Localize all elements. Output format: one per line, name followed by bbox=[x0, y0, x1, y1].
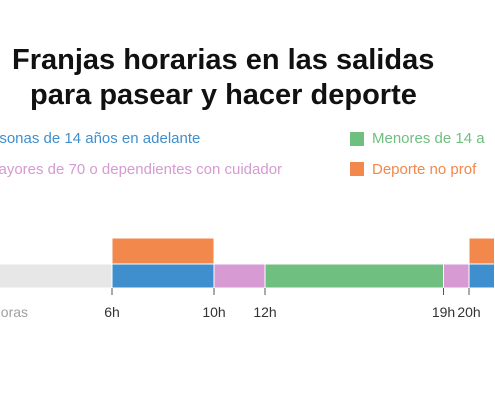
timeline-segment-main-4 bbox=[443, 263, 470, 289]
axis-tick-label-0: horas bbox=[0, 304, 28, 320]
chart-title-line-2: para pasear y hacer deporte bbox=[30, 79, 417, 111]
timeline-segment-main-0 bbox=[0, 263, 113, 289]
timeline-segment-main-2 bbox=[213, 263, 266, 289]
timeline-segments bbox=[0, 237, 495, 289]
legend-label-elderly: Mayores de 70 o dependientes con cuidado… bbox=[0, 161, 282, 178]
axis-tick-label-4: 19h bbox=[432, 304, 455, 320]
timeline-segment-main-5 bbox=[468, 263, 495, 289]
legend-swatch-sport bbox=[350, 162, 364, 176]
axis-tick-label-1: 6h bbox=[104, 304, 120, 320]
timeline-segment-sport-7 bbox=[468, 237, 495, 265]
axis-tick-label-3: 12h bbox=[253, 304, 276, 320]
timeline-segment-main-3 bbox=[264, 263, 444, 289]
timeline-segment-sport-6 bbox=[111, 237, 215, 265]
chart-title-line-1: Franjas horarias en las salidas bbox=[12, 44, 434, 76]
timeline-segment-main-1 bbox=[111, 263, 215, 289]
legend-swatch-minors bbox=[350, 132, 364, 146]
legend-label-sport: Deporte no prof bbox=[372, 161, 477, 178]
legend: Personas de 14 años en adelante Menores … bbox=[0, 130, 485, 178]
legend-label-adults: Personas de 14 años en adelante bbox=[0, 130, 200, 147]
axis-tick-label-2: 10h bbox=[202, 304, 225, 320]
axis-tick-label-5: 20h bbox=[457, 304, 480, 320]
legend-label-minors: Menores de 14 a bbox=[372, 130, 485, 147]
